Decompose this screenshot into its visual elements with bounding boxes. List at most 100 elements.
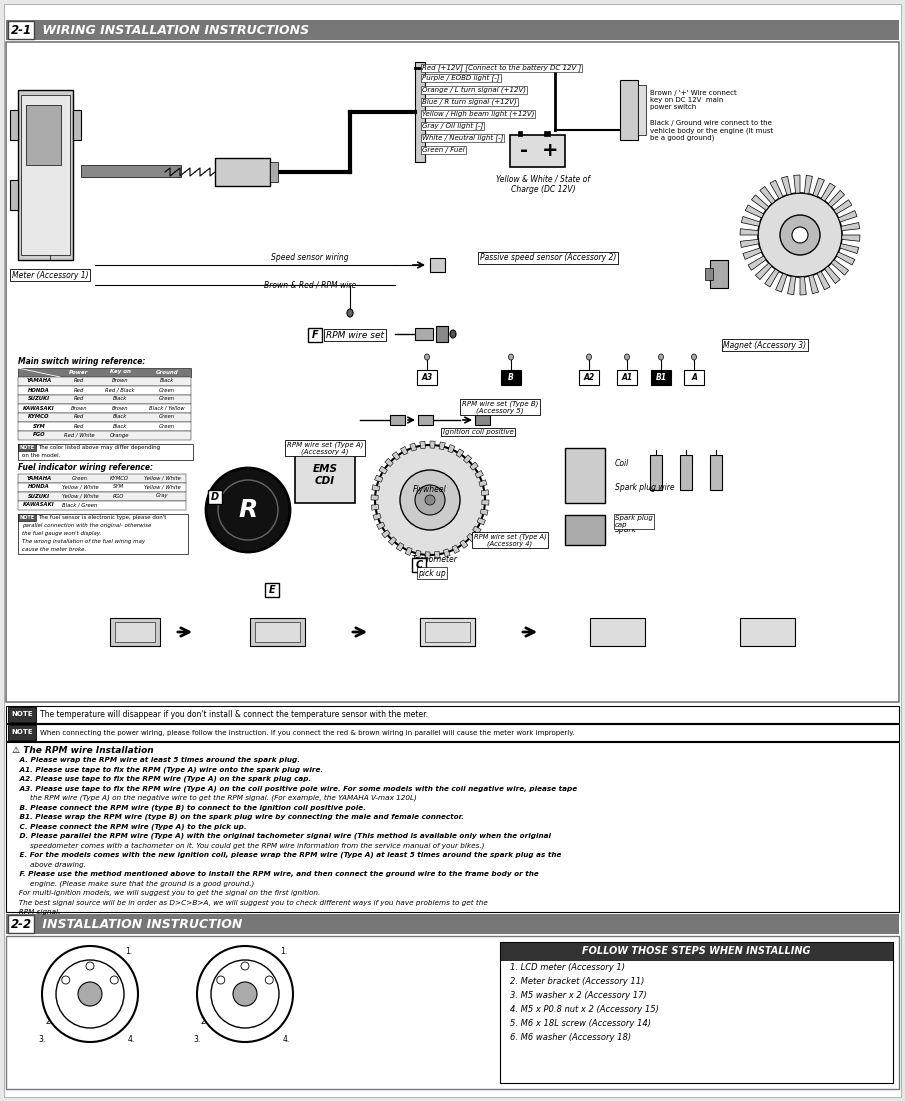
Bar: [18, 444, 36, 451]
Polygon shape: [372, 484, 380, 491]
Text: A2: A2: [584, 372, 595, 382]
Bar: [500, 942, 893, 1083]
Text: Speed sensor wiring: Speed sensor wiring: [272, 253, 348, 262]
Polygon shape: [813, 178, 824, 197]
Text: Green: Green: [159, 414, 175, 419]
Bar: [18, 483, 186, 492]
Ellipse shape: [624, 355, 630, 360]
Text: Ground: Ground: [156, 370, 178, 374]
Bar: [110, 618, 160, 646]
Text: Yellow / White: Yellow / White: [144, 476, 180, 480]
Bar: [425, 622, 470, 642]
Bar: [10, 110, 18, 140]
Text: Meter (Accessory 1): Meter (Accessory 1): [12, 271, 89, 280]
Text: -: -: [520, 142, 528, 161]
Polygon shape: [741, 217, 760, 227]
Text: A3: A3: [422, 372, 433, 382]
Polygon shape: [382, 530, 390, 538]
Text: parallel connection with the original- otherwise: parallel connection with the original- o…: [22, 523, 151, 528]
Text: +: +: [542, 142, 558, 161]
Text: Power: Power: [70, 370, 89, 374]
Text: Main switch wiring reference:: Main switch wiring reference:: [18, 358, 146, 367]
Text: Ignition coil positive: Ignition coil positive: [443, 429, 513, 435]
Circle shape: [375, 445, 485, 555]
Text: A2. Please use tape to fix the RPM wire (Type A) on the spark plug cap.: A2. Please use tape to fix the RPM wire …: [12, 776, 311, 783]
Polygon shape: [388, 537, 396, 545]
Text: Green: Green: [159, 424, 175, 428]
Polygon shape: [460, 539, 468, 548]
Text: C. Please connect the RPM wire (Type A) to the pick up.: C. Please connect the RPM wire (Type A) …: [12, 824, 247, 830]
Circle shape: [206, 468, 290, 552]
Text: Red: Red: [74, 424, 84, 428]
Text: A1. Please use tape to fix the RPM (Type A) wire onto the spark plug wire.: A1. Please use tape to fix the RPM (Type…: [12, 766, 323, 773]
Bar: [18, 395, 191, 404]
Text: 3.: 3.: [38, 1035, 45, 1044]
Polygon shape: [776, 273, 787, 292]
Polygon shape: [434, 552, 440, 559]
Ellipse shape: [450, 330, 456, 338]
Text: HONDA: HONDA: [28, 484, 50, 490]
Polygon shape: [477, 517, 485, 525]
Polygon shape: [821, 183, 835, 201]
Bar: [8, 915, 34, 933]
Polygon shape: [371, 494, 378, 500]
Bar: [740, 618, 795, 646]
Text: YAMAHA: YAMAHA: [26, 379, 52, 383]
Text: KYMCO: KYMCO: [110, 476, 129, 480]
Text: pick up: pick up: [418, 568, 446, 578]
Text: White / Neutral light [-]: White / Neutral light [-]: [422, 134, 503, 141]
Text: Red: Red: [74, 414, 84, 419]
Bar: [18, 501, 186, 510]
Polygon shape: [456, 449, 464, 457]
Bar: [6, 936, 899, 1089]
Text: RPM signal.: RPM signal.: [12, 909, 61, 915]
Text: Flywheel: Flywheel: [413, 486, 447, 494]
Bar: [417, 370, 437, 385]
Polygon shape: [787, 276, 795, 295]
Text: E: E: [269, 585, 275, 595]
Text: Red: Red: [74, 396, 84, 402]
Circle shape: [233, 982, 257, 1006]
Polygon shape: [809, 275, 818, 294]
Bar: [415, 62, 425, 162]
Polygon shape: [371, 504, 379, 510]
Text: Tachorneter: Tachorneter: [412, 556, 458, 565]
Bar: [8, 724, 36, 740]
Text: 2-1: 2-1: [11, 23, 32, 36]
Text: Green: Green: [159, 396, 175, 402]
Text: E. For the models comes with the new ignition coil, please wrap the RPM wire (Ty: E. For the models comes with the new ign…: [12, 852, 561, 859]
Polygon shape: [385, 458, 394, 467]
Text: Purple / EOBD light [-]: Purple / EOBD light [-]: [422, 75, 500, 81]
Bar: [565, 448, 605, 503]
Text: Red: Red: [74, 388, 84, 392]
Bar: [412, 558, 426, 573]
Text: HONDA: HONDA: [28, 388, 50, 392]
Text: Key on: Key on: [110, 370, 130, 374]
Text: Red [+12V] [Connect to the battery DC 12V ]: Red [+12V] [Connect to the battery DC 12…: [422, 65, 581, 72]
Text: Brown: Brown: [111, 405, 129, 411]
Bar: [6, 20, 899, 40]
Text: Yellow & White / State of
Charge (DC 12V): Yellow & White / State of Charge (DC 12V…: [496, 175, 590, 195]
Text: above drawing.: above drawing.: [12, 861, 86, 868]
Polygon shape: [817, 271, 830, 290]
Bar: [430, 258, 445, 272]
Bar: [420, 618, 475, 646]
Text: Orange: Orange: [110, 433, 129, 437]
Polygon shape: [424, 552, 430, 559]
Bar: [638, 85, 646, 135]
Text: Red / White: Red / White: [63, 433, 94, 437]
Polygon shape: [375, 475, 383, 482]
Polygon shape: [470, 462, 479, 470]
Polygon shape: [760, 186, 776, 204]
Polygon shape: [765, 269, 779, 287]
Text: FOLLOW THOSE STEPS WHEN INSTALLING: FOLLOW THOSE STEPS WHEN INSTALLING: [582, 946, 810, 956]
Text: For multi-ignition models, we will suggest you to get the signal on the first ig: For multi-ignition models, we will sugge…: [12, 890, 320, 896]
Circle shape: [400, 470, 460, 530]
Circle shape: [425, 495, 435, 505]
Circle shape: [780, 215, 820, 255]
Text: Orange / L turn signal (+12V): Orange / L turn signal (+12V): [422, 87, 526, 94]
Polygon shape: [828, 190, 844, 207]
Circle shape: [415, 486, 445, 515]
Text: The temperature will disappear if you don't install & connect the temperature se: The temperature will disappear if you do…: [40, 710, 428, 719]
Text: KAWASAKI: KAWASAKI: [24, 405, 55, 411]
